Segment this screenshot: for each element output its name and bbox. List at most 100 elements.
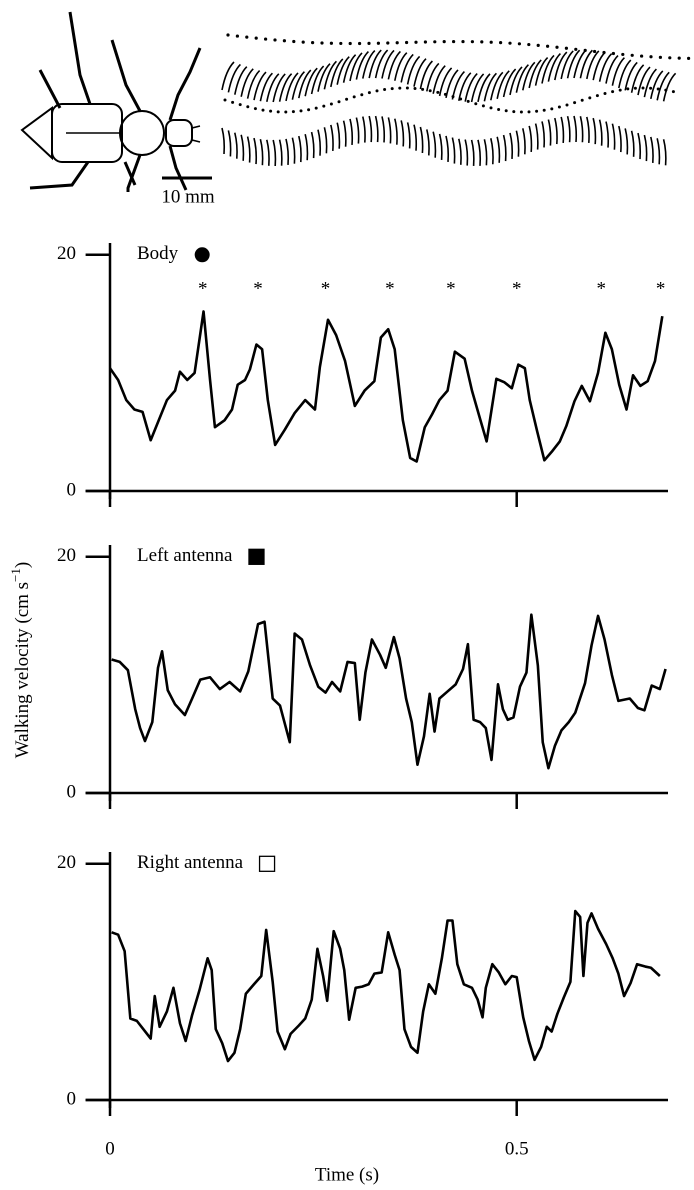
legend-label: Body — [137, 243, 179, 264]
track-dot — [386, 41, 390, 45]
track-dot — [238, 103, 242, 107]
track-dot — [470, 40, 474, 44]
track-dot — [339, 41, 343, 46]
leg-print — [342, 120, 347, 147]
leg-print — [381, 116, 386, 143]
leg-print — [362, 116, 366, 143]
leg-print — [630, 64, 645, 93]
track-dot — [398, 86, 402, 90]
leg-print — [394, 118, 398, 145]
track-dot — [573, 101, 577, 105]
leg-print — [240, 134, 245, 161]
y-tick-label: 0 — [67, 479, 77, 500]
leg-print — [266, 139, 270, 166]
track-dot — [535, 109, 539, 113]
leg-print — [432, 131, 437, 158]
leg-print — [483, 139, 488, 166]
leg-print — [426, 62, 440, 92]
track-dot — [375, 89, 379, 93]
track-dot — [231, 100, 235, 104]
track-dot — [301, 40, 305, 44]
y-axis-label-text: Walking velocity (cm s — [12, 582, 33, 758]
leg-print — [310, 65, 325, 95]
leg-print — [451, 137, 456, 164]
leg-print — [611, 123, 616, 150]
leg-print — [502, 68, 517, 98]
track-dot — [348, 41, 352, 46]
line-trace — [108, 310, 664, 463]
leg-print — [528, 59, 542, 89]
leg-print — [387, 50, 401, 80]
leg-print — [317, 63, 331, 92]
track-dot — [580, 98, 584, 102]
leg-print — [554, 51, 568, 81]
leg-print — [413, 124, 418, 151]
track-dot — [291, 110, 295, 114]
leg-print — [349, 118, 354, 145]
leg-print — [528, 125, 533, 152]
leg-print — [662, 72, 677, 102]
track-dot — [611, 90, 615, 94]
leg-print — [586, 116, 590, 144]
track-dot — [320, 41, 324, 45]
leg-print — [355, 50, 369, 80]
x-axis-label: Time (s) — [315, 1164, 379, 1185]
track-dot — [603, 91, 607, 95]
leg-print — [554, 117, 558, 145]
leg-print — [560, 116, 565, 143]
y-axis-label: Walking velocity (cm s−1) — [8, 562, 33, 758]
leg-print — [490, 138, 494, 165]
leg-print — [650, 70, 664, 100]
leg-print — [406, 55, 421, 85]
track-dot — [367, 41, 371, 45]
scale-bar-label: 10 mm — [161, 186, 215, 207]
leg-print — [362, 50, 376, 79]
leg-print — [598, 53, 613, 82]
track-dot — [461, 39, 465, 44]
leg-print — [541, 121, 546, 148]
leg-print — [470, 139, 475, 167]
track-dot — [542, 108, 546, 112]
track-dot — [557, 105, 561, 109]
peak-asterisk: * — [253, 279, 263, 300]
leg-print — [566, 116, 571, 143]
track-dot — [405, 40, 409, 45]
leg-print — [656, 138, 661, 165]
leg-print — [579, 49, 593, 79]
track-dot — [499, 41, 503, 45]
track-dot — [489, 106, 493, 110]
leg-print — [330, 124, 334, 151]
leg-print — [464, 139, 469, 166]
leg-print — [477, 139, 482, 166]
track-dot — [504, 109, 508, 113]
leg-print — [522, 61, 536, 91]
leg-print — [534, 123, 539, 150]
peak-asterisk: * — [597, 279, 607, 300]
track-dot — [253, 107, 257, 111]
leg-print — [541, 54, 555, 84]
track-dot — [527, 42, 531, 47]
leg-print — [643, 134, 648, 162]
leg-print — [656, 71, 670, 101]
track-dot — [264, 37, 268, 41]
leg-print — [272, 73, 286, 103]
track-dot — [671, 90, 675, 94]
leg-print — [368, 115, 373, 143]
leg-print — [419, 60, 433, 90]
y-axis-label-sup: −1 — [8, 568, 23, 582]
leg-print — [618, 125, 622, 153]
leg-print — [490, 71, 504, 101]
legend-marker — [248, 548, 265, 565]
peak-asterisk: * — [198, 279, 208, 300]
leg-print — [221, 127, 226, 155]
track-dot — [474, 102, 478, 106]
peak-asterisk: * — [512, 279, 522, 300]
track-dot — [367, 91, 371, 95]
legend-label: Right antenna — [137, 852, 244, 873]
track-dot — [466, 99, 470, 103]
track-dot — [588, 96, 592, 100]
track-dot — [245, 35, 249, 39]
leg-print — [413, 58, 427, 87]
leg-print — [445, 69, 459, 99]
